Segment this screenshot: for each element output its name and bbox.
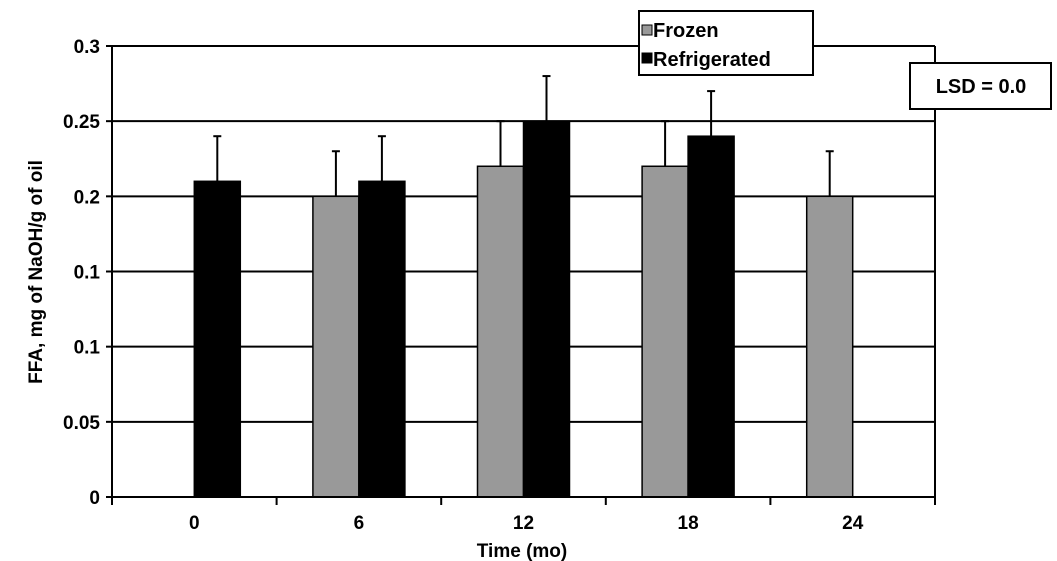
axes [106, 45, 936, 505]
lsd-box [909, 62, 1052, 110]
bar-frozen [641, 165, 689, 498]
bar-frozen [312, 195, 360, 498]
y-tick-label: 0.25 [63, 112, 100, 133]
bar-frozen [476, 165, 525, 498]
legend-box [638, 10, 814, 76]
lsd-text: LSD = 0.0 [936, 76, 1027, 98]
x-tick-label: 12 [513, 513, 534, 534]
bar-refrigerated [193, 180, 242, 498]
legend-label-refrigerated: Refrigerated [653, 49, 771, 71]
x-tick-label: 24 [842, 513, 864, 534]
y-tick-label: 0.1 [74, 263, 101, 284]
bar-refrigerated [687, 135, 735, 498]
y-tick-label: 0.3 [74, 37, 100, 58]
bar-refrigerated [522, 120, 571, 498]
legend-swatch-frozen [641, 24, 653, 36]
x-tick-label: 6 [354, 513, 365, 534]
x-tick-labels: 0 6 12 18 24 [189, 513, 864, 534]
bar-refrigerated [358, 180, 406, 498]
y-axis-label: FFA, mg of NaOH/g of oil [26, 160, 47, 384]
y-tick-labels: 0 0.05 0.1 0.1 0.2 0.25 0.3 [63, 37, 100, 509]
y-tick-label: 0.1 [74, 338, 101, 359]
legend-swatch-refrigerated [641, 52, 653, 64]
y-tick-label: 0 [89, 488, 100, 509]
y-tick-label: 0.05 [63, 413, 100, 434]
legend: Frozen Refrigerated [638, 10, 814, 76]
legend-label-frozen: Frozen [653, 20, 719, 42]
lsd-annotation: LSD = 0.0 [909, 62, 1052, 110]
bars [193, 120, 854, 498]
x-tick-label: 18 [678, 513, 699, 534]
error-bars [213, 75, 834, 197]
x-tick-label: 0 [189, 513, 200, 534]
x-axis-label: Time (mo) [477, 541, 567, 561]
bar-frozen [805, 195, 854, 498]
y-tick-label: 0.2 [74, 187, 100, 208]
